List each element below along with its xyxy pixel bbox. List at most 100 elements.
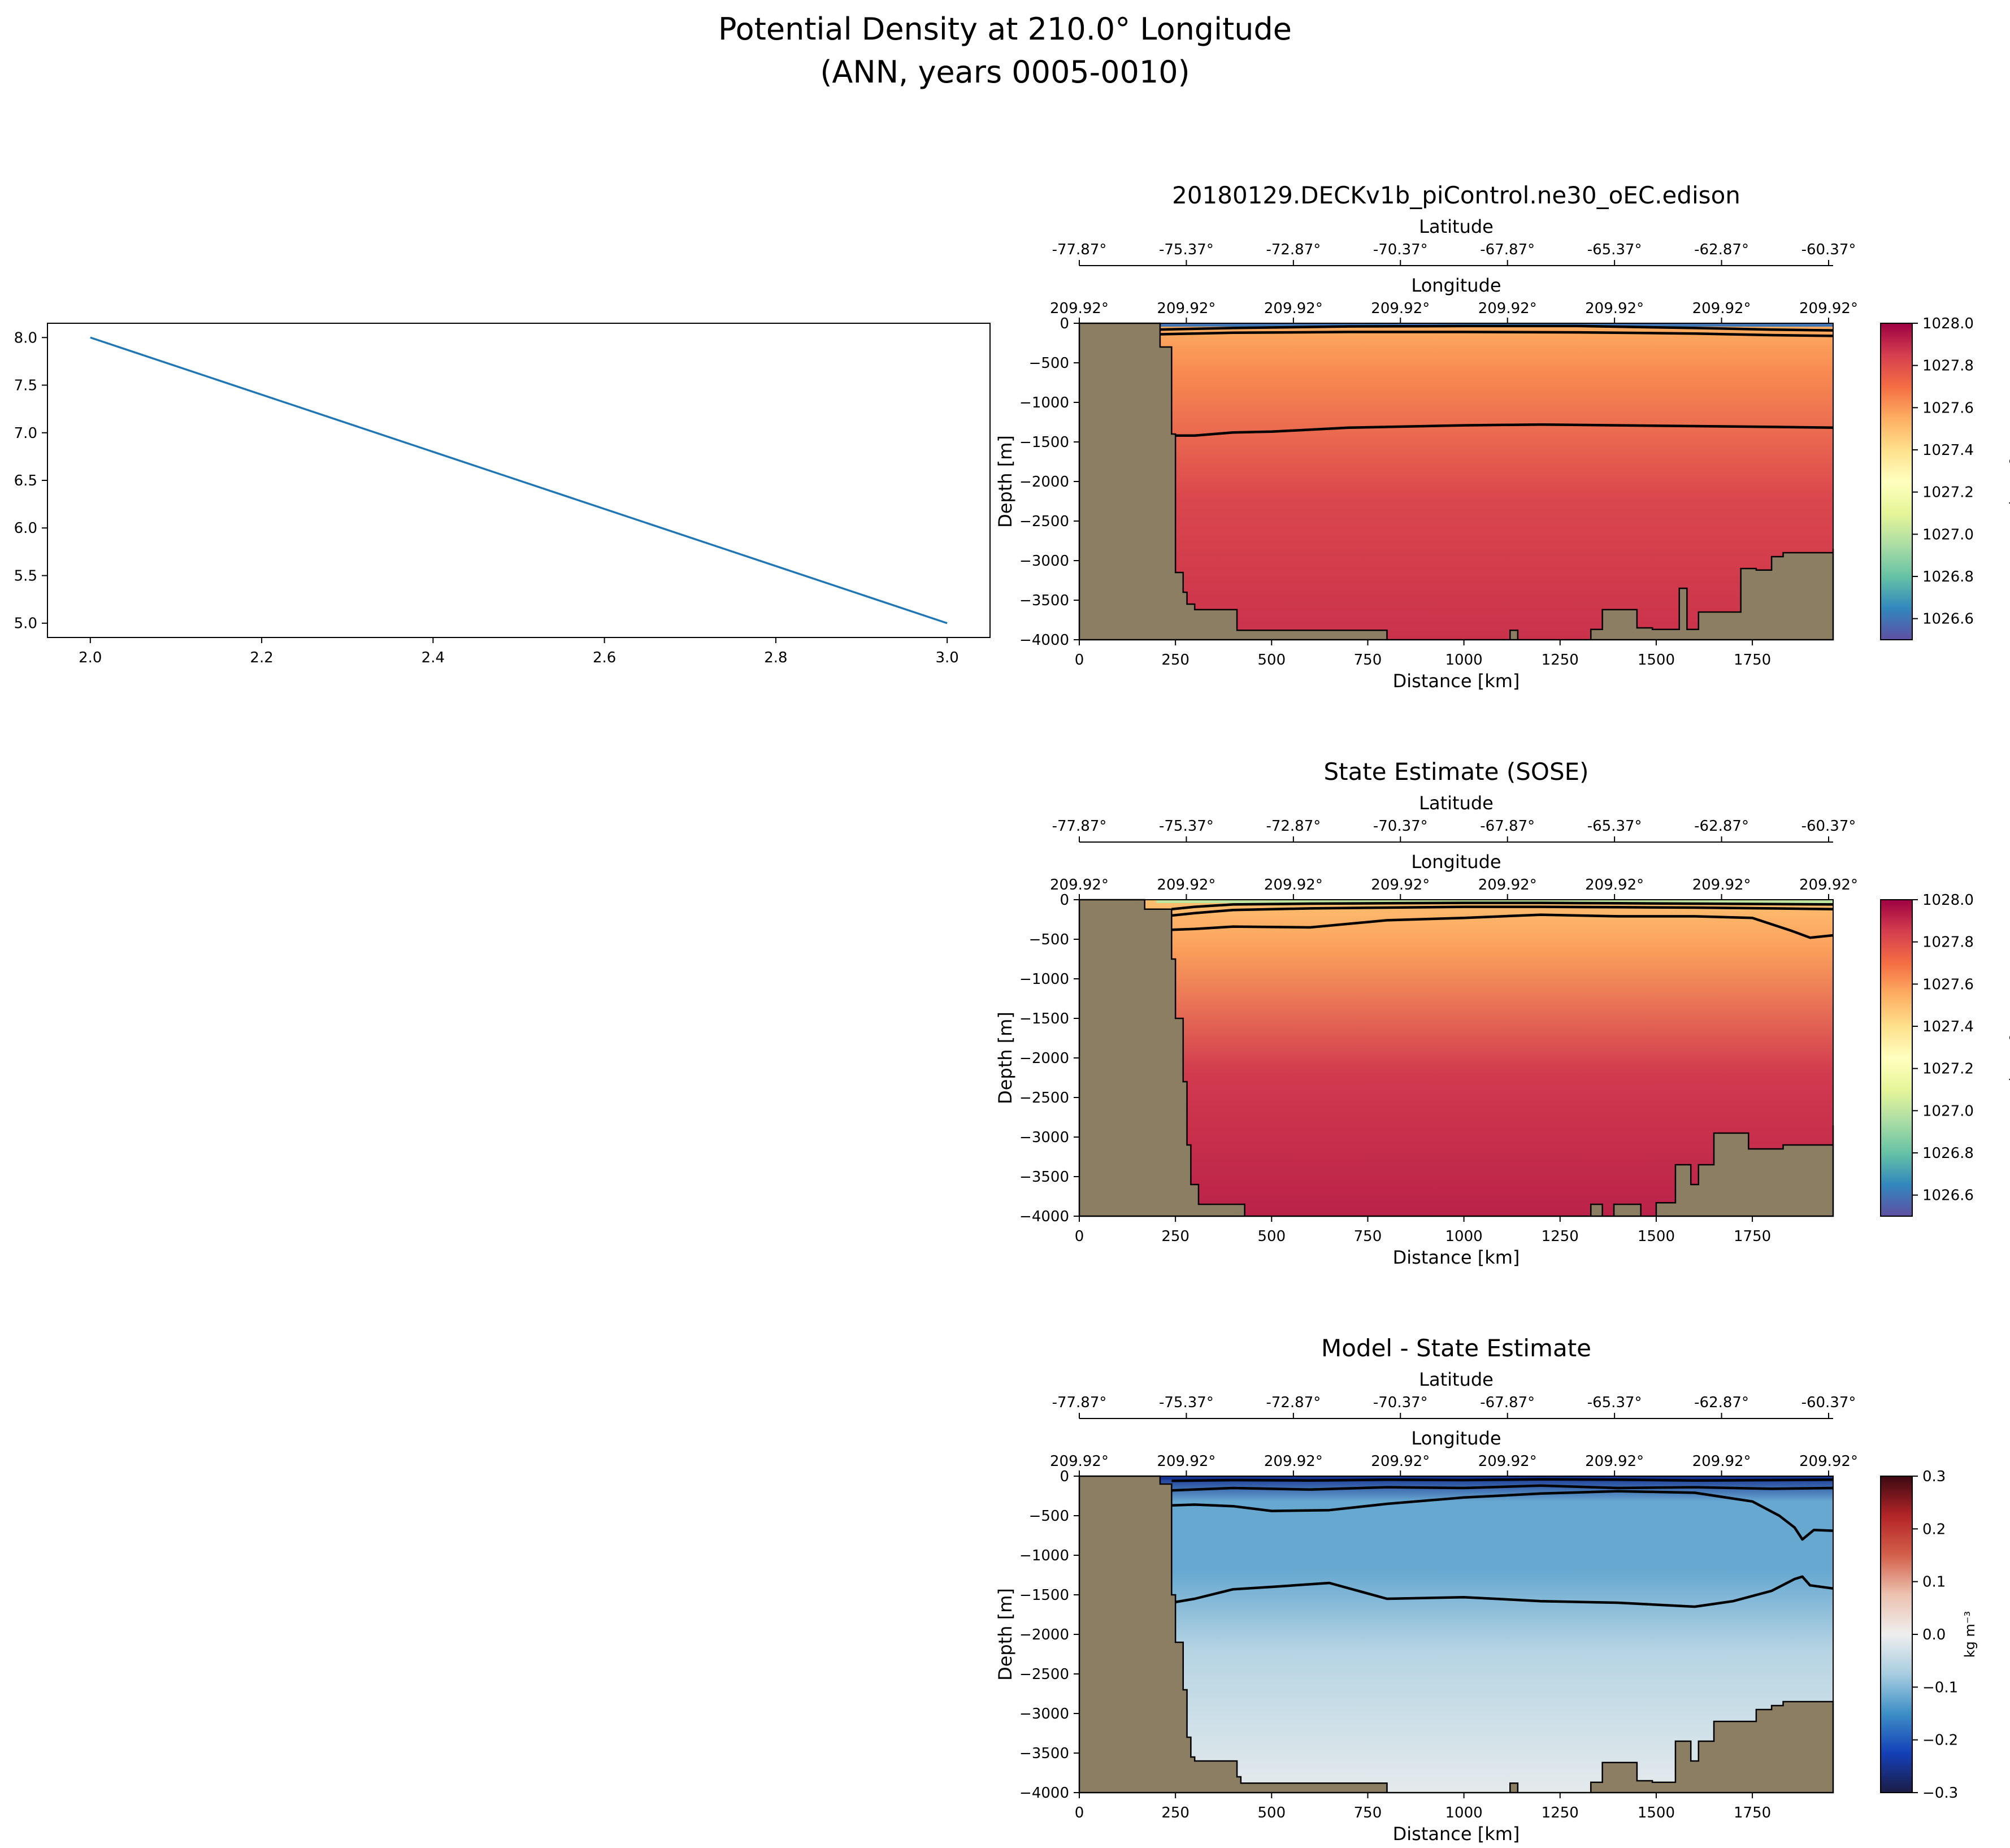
lat-tick-label: -65.37° [1587,818,1642,835]
x-tick-label: 1250 [1542,1804,1579,1821]
lat-tick-label: -70.37° [1373,818,1428,835]
lon-tick-label: 209.92° [1799,877,1858,893]
figure-title-line-2: (ANN, years 0005-0010) [820,54,1190,90]
y-tick-label: 0 [1060,892,1069,909]
y-tick-label: −2500 [1019,513,1069,530]
colorbar [1880,1476,1913,1793]
contour-line [1156,331,1834,337]
x-tick-label: 1750 [1734,1804,1771,1821]
surface-layer [1156,900,1833,903]
y-axis-label: Depth [m] [995,435,1016,528]
x-tick-label: 750 [1354,1804,1382,1821]
surface-layer [1156,1476,1833,1480]
contour-line [1171,423,1834,437]
colorbar-tick-label: −0.1 [1922,1679,1958,1696]
colorbar-tick-label: 1027.2 [1922,1061,1974,1078]
lon-axis-label: Longitude [1411,1428,1501,1449]
lon-tick-label: 209.92° [1799,300,1858,317]
colorbar-tick-label: 1026.6 [1922,611,1974,628]
colorbar-tick-label: 1026.8 [1922,569,1974,585]
lat-tick-label: -72.87° [1266,1394,1321,1411]
bathymetry-land [1078,322,1834,641]
y-tick-label: −3500 [1019,1745,1069,1762]
contour-line [1171,905,1834,917]
lat-tick-label: -77.87° [1052,818,1107,835]
lon-tick-label: 209.92° [1371,300,1430,317]
y-tick-label: −1500 [1019,1010,1069,1027]
y-tick-label: −2500 [1019,1090,1069,1107]
x-tick-label: 750 [1354,1228,1382,1245]
lon-tick-label: 209.92° [1264,1453,1323,1470]
lon-tick-label: 209.92° [1585,1453,1644,1470]
lon-tick-label: 209.92° [1157,300,1215,317]
lat-tick-label: -62.87° [1694,1394,1749,1411]
lon-tick-label: 209.92° [1050,300,1109,317]
x-tick-label: 2.4 [422,649,445,666]
lon-tick-label: 209.92° [1478,877,1537,893]
state-estimate-section-panel: 0 250 500 750 1000 1250 1500 1750 Distance [km] 0… [995,758,2010,1268]
lat-tick-label: -70.37° [1373,241,1428,258]
x-tick-label: 250 [1161,1228,1189,1245]
lon-axis-label: Longitude [1411,275,1501,296]
y-tick-label: 8.0 [14,329,37,346]
y-tick-label: 5.5 [14,567,37,584]
lon-tick-label: 209.92° [1157,1453,1215,1470]
x-tick-label: 2.0 [79,649,102,666]
lon-tick-label: 209.92° [1585,877,1644,893]
panel-title: Model - State Estimate [1321,1334,1591,1362]
y-tick-label: −3500 [1019,592,1069,609]
colorbar-tick-label: 1027.8 [1922,358,1974,375]
lat-tick-label: -75.37° [1159,818,1214,835]
y-tick-label: −2500 [1019,1666,1069,1683]
bias-section-panel: 0 250 500 750 1000 1250 1500 1750 Distance [km] 0… [995,1334,1978,1845]
lat-axis-label: Latitude [1419,1369,1494,1390]
lon-tick-label: 209.92° [1157,877,1215,893]
y-tick-label: −4000 [1019,1785,1069,1802]
contour-line [1171,913,1834,939]
x-tick-label: 1000 [1445,1228,1483,1245]
y-tick-label: −1000 [1019,394,1069,411]
y-tick-label: −1500 [1019,1587,1069,1604]
colorbar-tick-label: 1027.2 [1922,484,1974,501]
y-tick-label: 0 [1060,1468,1069,1485]
y-tick-label: −500 [1029,1508,1069,1525]
x-tick-label: 250 [1161,1804,1189,1821]
x-tick-label: 500 [1257,1228,1286,1245]
x-axis-label: Distance [km] [1393,670,1520,692]
panel-title: State Estimate (SOSE) [1323,758,1588,786]
colorbar-tick-label: 0.0 [1922,1626,1946,1643]
y-tick-label: 6.5 [14,472,37,489]
lat-tick-label: -72.87° [1266,818,1321,835]
lat-tick-label: -60.37° [1801,241,1856,258]
panel-title: 20180129.DECKv1b_piControl.ne30_oEC.edis… [1172,181,1740,209]
y-tick-label: 6.0 [14,520,37,537]
colorbar-tick-label: 1026.6 [1922,1187,1974,1204]
density-field [1079,1476,1833,1793]
colorbar [1880,323,1913,640]
x-tick-label: 1750 [1734,652,1771,669]
y-tick-label: −3500 [1019,1169,1069,1186]
y-tick-label: 5.0 [14,615,37,632]
lat-tick-label: -67.87° [1480,1394,1535,1411]
lon-axis-label: Longitude [1411,851,1501,873]
lon-tick-label: 209.92° [1692,300,1751,317]
colorbar-label: kg m⁻³ [2007,1035,2010,1081]
x-tick-label: 2.2 [250,649,273,666]
contour-line [1171,1490,1834,1541]
colorbar-tick-label: 0.1 [1922,1574,1946,1591]
lon-tick-label: 209.92° [1585,300,1644,317]
colorbar-tick-label: 1027.8 [1922,934,1974,951]
x-tick-label: 2.8 [764,649,787,666]
lat-tick-label: -65.37° [1587,1394,1642,1411]
lon-tick-label: 209.92° [1264,877,1323,893]
lat-tick-label: -60.37° [1801,818,1856,835]
colorbar-tick-label: 0.3 [1922,1468,1946,1485]
y-tick-label: −4000 [1019,632,1069,649]
y-tick-label: −1000 [1019,1547,1069,1564]
x-axis-label: Distance [km] [1393,1823,1520,1845]
colorbar-tick-label: −0.2 [1922,1732,1958,1749]
lon-tick-label: 209.92° [1692,1453,1751,1470]
lat-axis-label: Latitude [1419,792,1494,814]
density-field [1079,900,1833,1216]
